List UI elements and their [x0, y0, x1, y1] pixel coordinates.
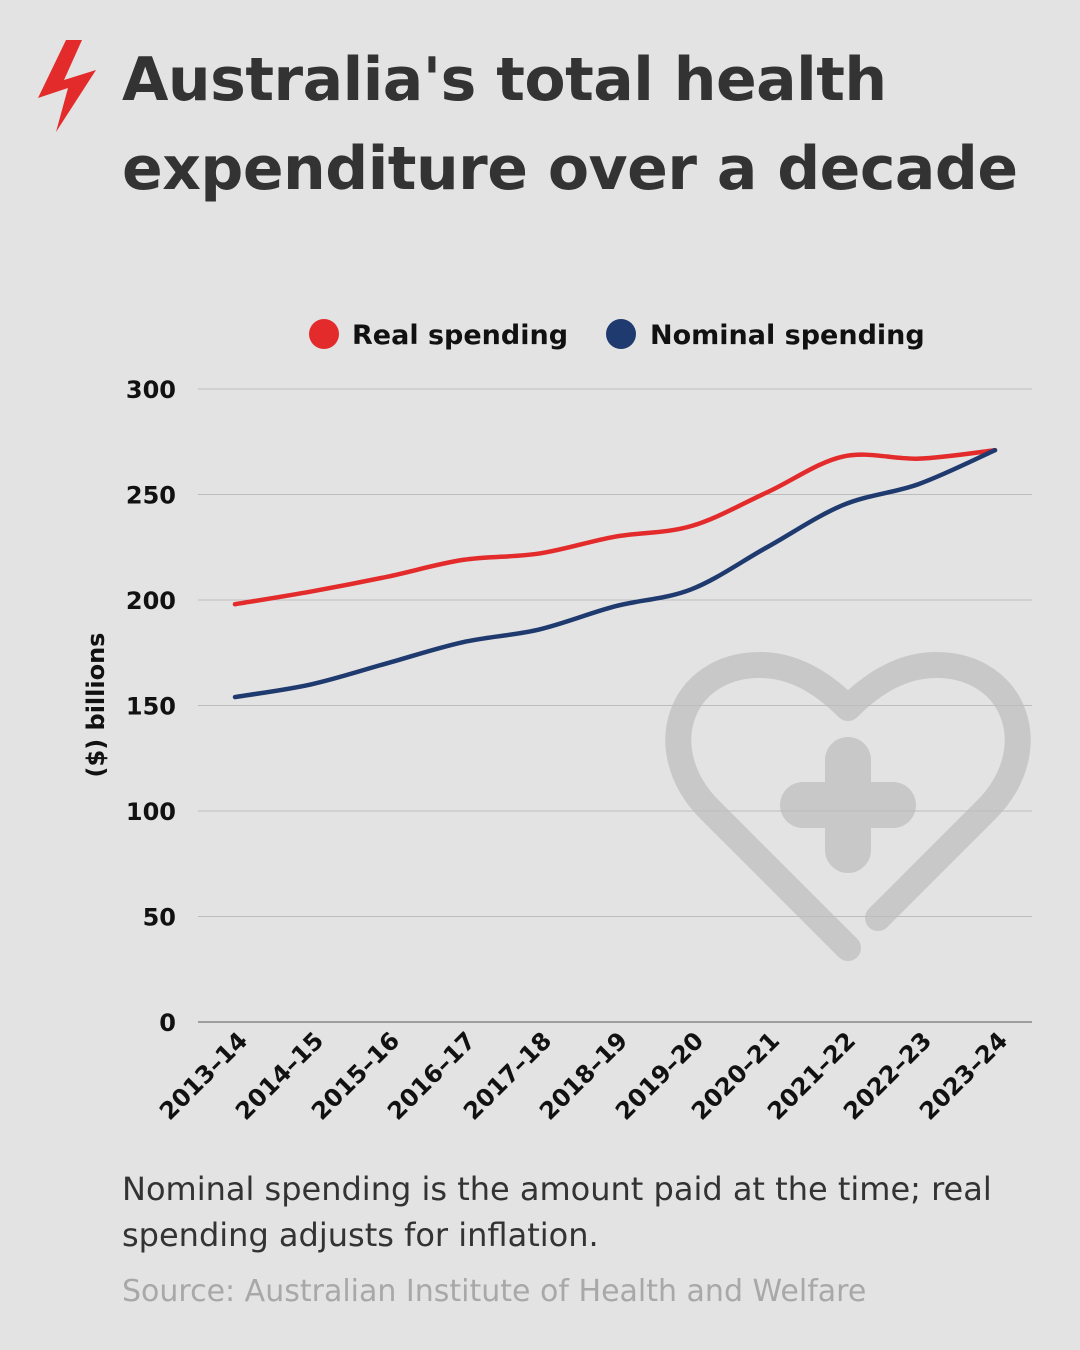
- legend-label-nominal: Nominal spending: [650, 320, 925, 351]
- legend: Real spending Nominal spending: [309, 319, 925, 351]
- sbs-logo: [38, 40, 96, 132]
- source-credit: Source: Australian Institute of Health a…: [122, 1274, 867, 1309]
- legend-marker-nominal: [606, 319, 636, 349]
- y-tick-label: 50: [143, 904, 176, 932]
- y-axis-label: ($) billions: [82, 633, 110, 778]
- legend-label-real: Real spending: [352, 320, 568, 351]
- heart-plus-icon: [665, 652, 1031, 961]
- y-tick-label: 150: [126, 693, 176, 721]
- y-tick-label: 0: [159, 1009, 176, 1037]
- y-tick-label: 200: [126, 587, 176, 615]
- series-line-nominal: [232, 447, 998, 700]
- y-tick-label: 100: [126, 798, 176, 826]
- y-tick-label: 300: [126, 376, 176, 404]
- series-line-real: [232, 447, 998, 607]
- y-tick-label: 250: [126, 482, 176, 510]
- page-title: Australia's total health expenditure ove…: [122, 45, 1018, 204]
- legend-marker-real: [309, 319, 339, 349]
- chart-note: Nominal spending is the amount paid at t…: [122, 1170, 992, 1254]
